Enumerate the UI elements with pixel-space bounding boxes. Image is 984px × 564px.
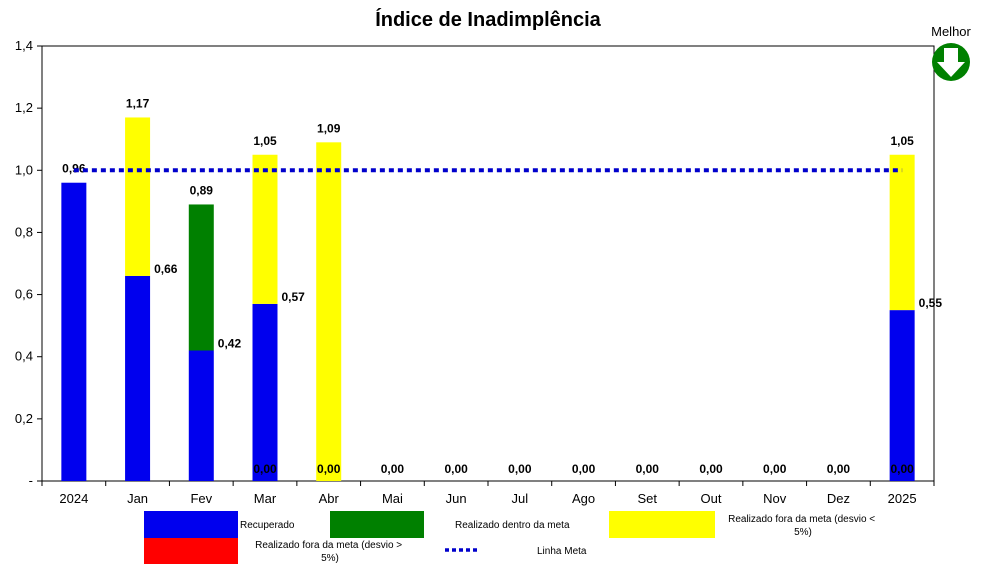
x-tick-label: Abr xyxy=(319,491,340,506)
data-label: 0,00 xyxy=(827,462,851,476)
y-tick-label: 1,2 xyxy=(15,100,33,115)
y-tick-label: 0,2 xyxy=(15,411,33,426)
bar-jan-fora-meta-menor xyxy=(125,117,151,276)
chart-title: Índice de Inadimplência xyxy=(375,8,601,31)
data-label: 0,66 xyxy=(154,262,178,276)
x-tick-label: Mai xyxy=(382,491,403,506)
y-tick-label: 0,4 xyxy=(15,349,33,364)
y-tick-label: 1,0 xyxy=(15,162,33,177)
y-tick-label: 0,6 xyxy=(15,287,33,302)
bar-2025-recuperado xyxy=(889,310,915,481)
data-label: 0,00 xyxy=(317,462,341,476)
data-label: 0,00 xyxy=(699,462,723,476)
bar-fev-dentro-meta xyxy=(188,204,214,351)
x-tick-label: 2025 xyxy=(888,491,917,506)
x-tick-label: Jan xyxy=(127,491,148,506)
bar-abr-fora-meta-menor xyxy=(316,142,342,482)
x-axis: 2024 Jan Fev Mar Abr Mai Jun Jul Ago Set Out Nov Dez… xyxy=(41,481,935,506)
bar-mar-fora-meta-menor xyxy=(252,154,278,304)
data-label: 1,05 xyxy=(253,134,277,148)
x-tick-label: Out xyxy=(701,491,722,506)
data-label: 0,00 xyxy=(508,462,532,476)
bar-2024-recuperado xyxy=(61,182,87,481)
x-tick-label: Set xyxy=(638,491,658,506)
y-tick-label: 0,8 xyxy=(15,224,33,239)
legend-label-fora-meta-menor: Realizado fora da meta (desvio < 5%) xyxy=(728,514,878,538)
y-tick-label: - xyxy=(29,473,33,488)
data-label: 0,00 xyxy=(444,462,468,476)
data-labels-group: 0,961,170,660,890,421,050,570,001,090,00… xyxy=(62,96,942,476)
data-label: 0,89 xyxy=(190,183,214,197)
data-label: 1,05 xyxy=(890,134,914,148)
melhor-label: Melhor xyxy=(931,24,971,39)
data-label: 0,00 xyxy=(253,462,277,476)
data-label: 0,00 xyxy=(381,462,405,476)
y-axis: - 0,2 0,4 0,6 0,8 1,0 1,2 1,4 xyxy=(15,38,42,488)
legend: Recuperado Realizado dentro da meta Real… xyxy=(144,511,878,564)
x-tick-label: Jul xyxy=(512,491,529,506)
data-label: 0,57 xyxy=(282,290,306,304)
x-tick-label: Mar xyxy=(254,491,277,506)
legend-label-fora-meta-maior: Realizado fora da meta (desvio > 5%) xyxy=(255,540,405,564)
legend-swatch-fora-meta-maior xyxy=(144,538,238,564)
melhor-badge: Melhor xyxy=(931,24,972,81)
data-label: 0,42 xyxy=(218,337,242,351)
data-label: 0,00 xyxy=(636,462,660,476)
legend-swatch-dentro-meta xyxy=(330,511,424,538)
x-tick-label: Nov xyxy=(763,491,787,506)
x-tick-label: 2024 xyxy=(59,491,88,506)
arrow-down-icon xyxy=(932,43,970,81)
data-label: 1,17 xyxy=(126,96,150,110)
x-tick-label: Ago xyxy=(572,491,595,506)
y-tick-label: 1,4 xyxy=(15,38,33,53)
data-label: 1,09 xyxy=(317,121,341,135)
legend-label-recuperado: Recuperado xyxy=(240,520,295,531)
data-label: 0,00 xyxy=(572,462,596,476)
data-label: 0,00 xyxy=(890,462,914,476)
data-label: 0,00 xyxy=(763,462,787,476)
x-tick-label: Fev xyxy=(190,491,212,506)
bar-mar-recuperado xyxy=(252,303,278,481)
legend-label-dentro-meta: Realizado dentro da meta xyxy=(455,520,570,531)
bar-2025-fora-meta-menor xyxy=(889,154,915,311)
legend-swatch-recuperado xyxy=(144,511,238,538)
x-tick-label: Dez xyxy=(827,491,850,506)
bar-jan-recuperado xyxy=(125,275,151,481)
legend-swatch-fora-meta-menor xyxy=(609,511,715,538)
bars-group xyxy=(61,117,915,482)
data-label: 0,55 xyxy=(919,296,943,310)
legend-label-linha-meta: Linha Meta xyxy=(537,546,587,557)
bar-fev-recuperado xyxy=(188,350,214,481)
x-tick-label: Jun xyxy=(446,491,467,506)
